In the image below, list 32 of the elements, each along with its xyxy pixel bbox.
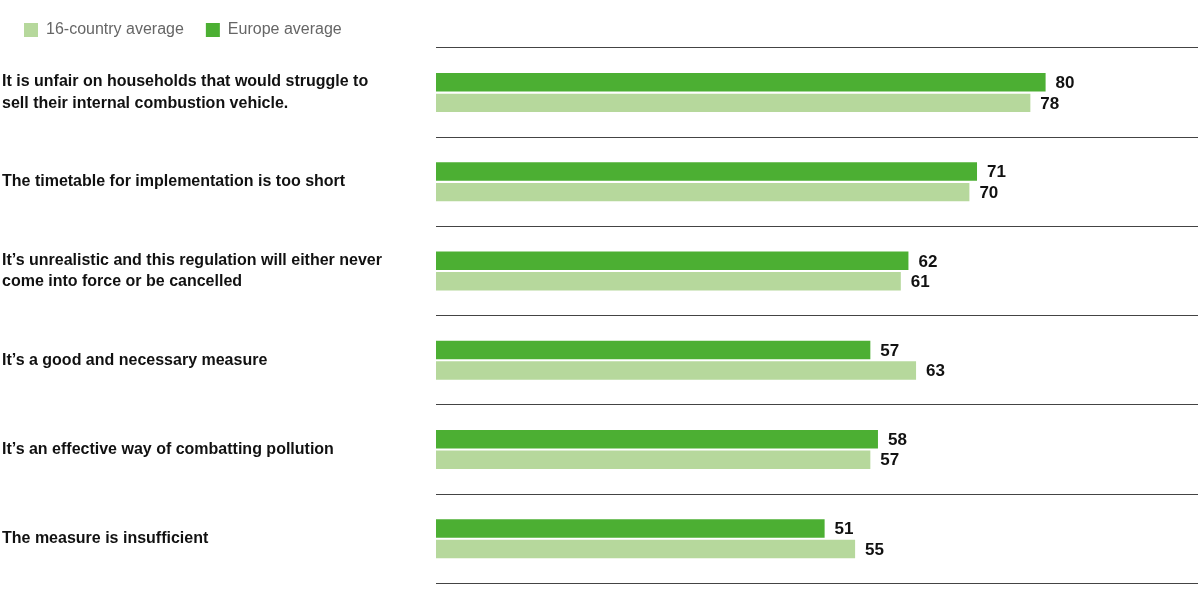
data-label: 61 [910, 272, 930, 292]
bar [436, 93, 1031, 113]
y-tick-label: It’s an effective way of combatting pollution [2, 439, 334, 457]
data-label: 63 [926, 361, 945, 381]
bar [436, 430, 878, 449]
bar [436, 182, 970, 202]
data-label: 57 [880, 340, 900, 360]
data-label: 51 [834, 519, 854, 539]
y-tick-label: The timetable for implementation is too short [2, 172, 346, 190]
data-label: 78 [1040, 93, 1060, 113]
bar [436, 251, 909, 271]
data-label: 57 [880, 450, 900, 470]
data-label: 71 [987, 162, 1006, 182]
legend-label: 16-country average [46, 20, 184, 38]
data-label: 62 [918, 251, 938, 271]
data-label: 80 [1055, 73, 1075, 93]
y-tick-label: It’s unrealistic and this regulation will either never come into force or be cancelled [2, 250, 382, 290]
bar [436, 519, 825, 538]
bar [436, 272, 901, 291]
y-tick-label: It is unfair on households that would struggle to sell their internal combustion vehicle. [2, 72, 369, 111]
y-tick-label: It’s a good and necessary measure [2, 350, 268, 368]
bar [436, 162, 978, 181]
bar [436, 340, 871, 360]
data-label: 55 [865, 539, 885, 559]
bar [436, 73, 1046, 92]
bar [436, 450, 871, 470]
data-label: 70 [979, 182, 999, 202]
y-tick-label: The measure is insufficient [2, 529, 209, 547]
bar [436, 361, 917, 380]
legend-label: Europe average [227, 20, 342, 38]
bar [436, 539, 856, 559]
data-label: 58 [887, 429, 907, 449]
